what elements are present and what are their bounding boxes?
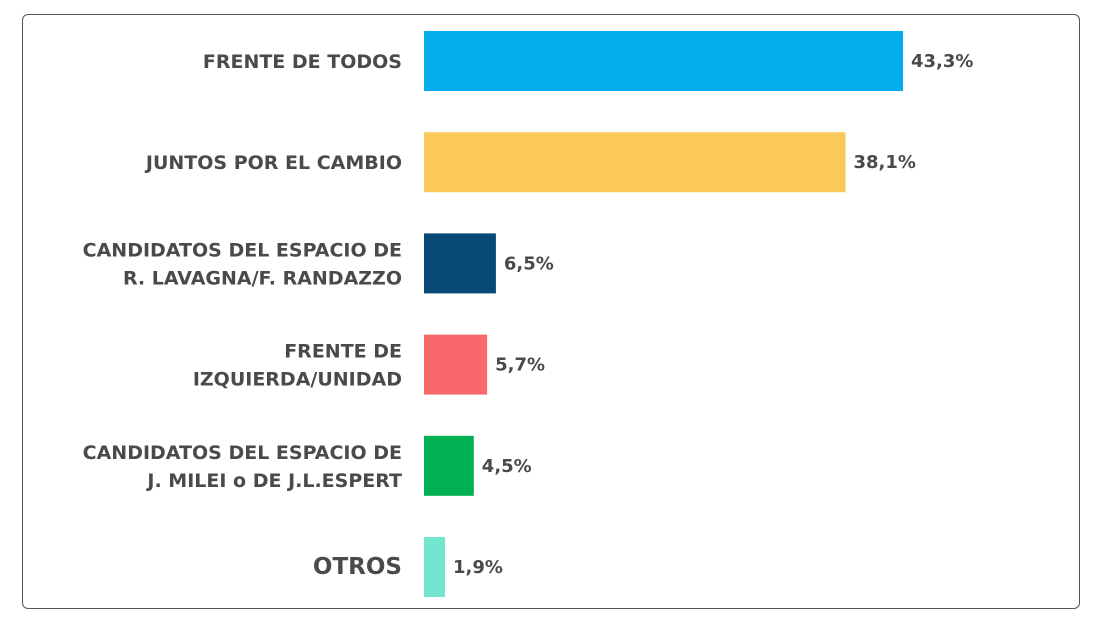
bar-5 [424, 435, 474, 496]
value-label-1: 43,3% [911, 51, 973, 72]
category-label-4-line-1: FRENTE DE [284, 341, 402, 363]
category-label-1-line-1: FRENTE DE TODOS [203, 51, 402, 73]
value-label-6: 1,9% [453, 557, 503, 578]
category-label-5-line-1: CANDIDATOS DEL ESPACIO DE [83, 442, 402, 464]
value-label-3: 6,5% [504, 253, 554, 274]
value-label-4: 5,7% [495, 355, 545, 376]
category-label-4-line-2: IZQUIERDA/UNIDAD [193, 369, 402, 391]
chart-frame [22, 14, 1080, 609]
value-label-5: 4,5% [482, 456, 532, 477]
bar-3 [424, 233, 496, 294]
category-label-6-line-1: OTROS [313, 554, 402, 580]
bar-2 [424, 132, 846, 193]
category-label-3-line-1: CANDIDATOS DEL ESPACIO DE [83, 239, 402, 261]
category-label-2-line-1: JUNTOS POR EL CAMBIO [144, 152, 402, 174]
bar-4 [424, 334, 488, 395]
bar-1 [424, 31, 903, 91]
value-label-2: 38,1% [854, 152, 916, 173]
category-label-3-line-2: R. LAVAGNA/F. RANDAZZO [123, 267, 402, 289]
category-label-5-line-2: J. MILEI o DE J.L.ESPERT [145, 470, 402, 492]
bar-6 [424, 537, 445, 597]
